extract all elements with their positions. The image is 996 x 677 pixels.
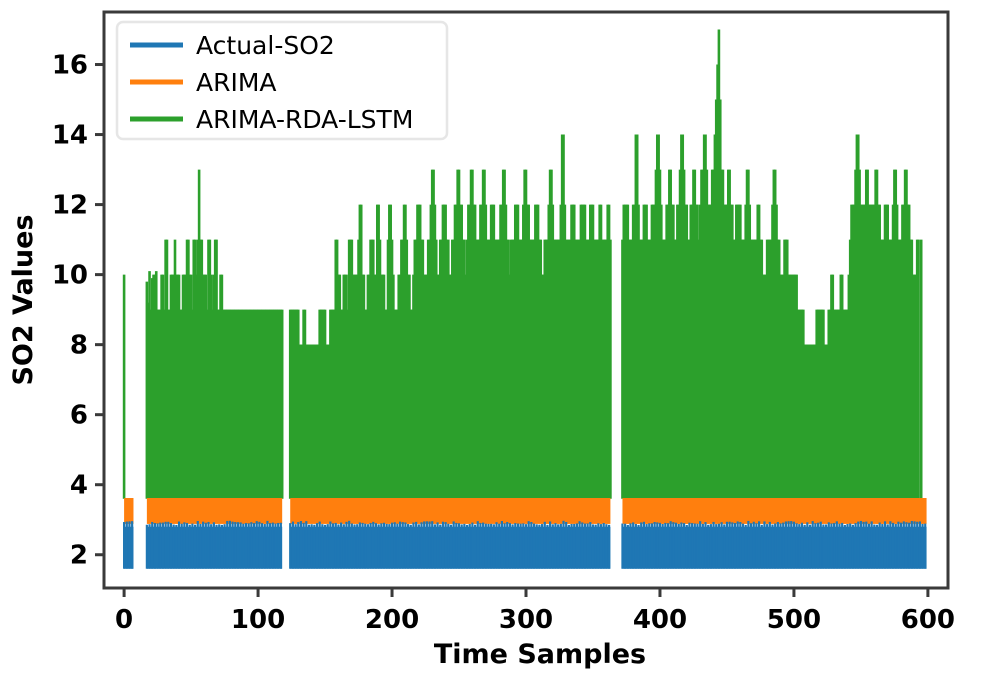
y-tick-label-6: 6 [70,401,88,431]
y-tick-label-12: 12 [52,191,88,221]
legend-label-actual-so2: Actual-SO2 [196,31,335,60]
x-tick-label-200: 200 [365,605,419,635]
x-tick-label-300: 300 [499,605,553,635]
x-tick-label-600: 600 [901,605,955,635]
orange-band [124,498,134,524]
y-tick-label-4: 4 [70,471,88,501]
y-tick-label-10: 10 [52,261,88,291]
orange-band [622,498,927,524]
legend-entry-arima-rda-lstm[interactable]: ARIMA-RDA-LSTM [130,105,413,134]
series-arima-rda-lstm [122,29,923,499]
x-tick-labels: 0 100 200 300 400 500 600 [115,605,955,635]
legend-entry-arima[interactable]: ARIMA [130,68,277,97]
y-tick-labels: 2 4 6 8 10 12 14 16 [52,51,88,571]
x-tick-label-500: 500 [767,605,821,635]
data-series-layer [122,29,927,569]
orange-band [290,498,611,524]
y-tick-label-2: 2 [70,541,88,571]
legend-label-arima-rda-lstm: ARIMA-RDA-LSTM [196,105,413,134]
y-axis-label: SO2 Values [8,214,39,385]
x-tick-marks [122,588,930,597]
series-arima [124,498,927,524]
y-tick-marks [95,63,104,557]
orange-band [146,498,283,524]
y-tick-label-14: 14 [52,121,88,151]
x-tick-label-400: 400 [633,605,687,635]
y-tick-label-16: 16 [52,51,88,81]
x-tick-label-0: 0 [115,605,133,635]
legend: Actual-SO2 ARIMA ARIMA-RDA-LSTM [115,20,449,141]
legend-label-arima: ARIMA [196,68,277,97]
y-tick-label-8: 8 [70,331,88,361]
series-actual-so2 [122,520,927,569]
legend-background [115,20,449,141]
legend-entry-actual-so2[interactable]: Actual-SO2 [130,31,335,60]
x-axis-label: Time Samples [434,639,646,670]
x-tick-label-100: 100 [231,605,285,635]
